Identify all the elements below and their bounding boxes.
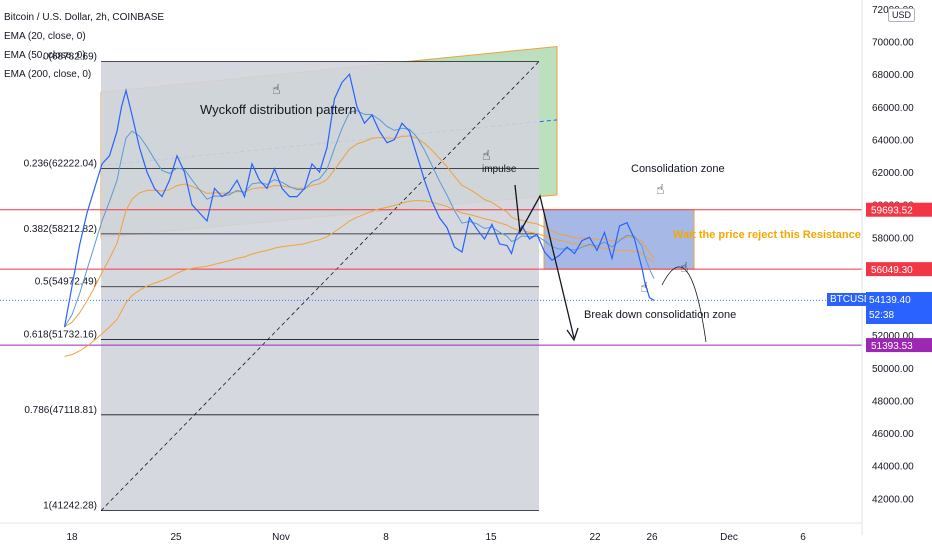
current-price-value: 54139.40 [869, 295, 911, 306]
pointer-hand-icon: ☝ [482, 148, 491, 164]
y-tick-label: 68000.00 [872, 70, 914, 81]
axis-lines [0, 209, 862, 346]
level-badge [866, 338, 932, 353]
pointer-hand-icon: ☝ [272, 82, 281, 98]
y-tick-label: 42000.00 [872, 494, 914, 505]
y-tick-label: 62000.00 [872, 168, 914, 179]
x-tick-label: 18 [66, 532, 78, 543]
x-tick-label: 6 [800, 532, 806, 543]
ema20-line [64, 110, 655, 328]
y-tick-label: 44000.00 [872, 462, 914, 473]
y-tick-label: 52000.00 [872, 331, 914, 342]
level-badge [866, 262, 932, 277]
price-line [63, 72, 655, 328]
x-tick-label: 15 [485, 532, 497, 543]
fib-level-label: 0.786(47118.81) [24, 405, 97, 416]
symbol-price-tag: BTCUSD [827, 293, 875, 306]
fib-zone [101, 61, 539, 511]
x-tick-label: 22 [589, 532, 601, 543]
fibonacci-retracement: 0(68782.69) 0.236(62222.04) 0.382(58212.82… [24, 51, 540, 512]
y-tick-label: 64000.00 [872, 135, 914, 146]
currency-button[interactable]: USD [888, 8, 916, 22]
y-tick-label: 66000.00 [872, 103, 914, 114]
fib-level-label: 0.382(58212.82) [24, 224, 97, 235]
ema200-line [64, 199, 655, 357]
fib-level-label: 0.618(51732.16) [24, 330, 97, 341]
arrow-head [566, 327, 579, 342]
current-price-badge: 54139.40 52:38 [866, 292, 932, 324]
time-axis: 18 25 Nov 8 15 22 26 Dec 6 [0, 522, 862, 543]
wyckoff-label: Wyckoff distribution pattern [200, 102, 356, 117]
x-tick-label: 8 [383, 532, 389, 543]
level-badge-text: 59693.52 [871, 206, 913, 217]
x-tick-label: 25 [170, 532, 182, 543]
ema200-label[interactable]: EMA (200, close, 0) [4, 69, 92, 80]
price-axis: 42000.00 44000.00 46000.00 48000.00 50000.00… [861, 0, 932, 535]
y-tick-label: 50000.00 [872, 364, 914, 375]
y-tick-label: 46000.00 [872, 429, 914, 440]
symbol-title: Bitcoin / U.S. Dollar, 2h, COINBASE [4, 12, 165, 23]
x-tick-label: 26 [646, 532, 658, 543]
y-tick-label: 58000.00 [872, 233, 914, 244]
x-tick-label: Nov [272, 532, 290, 543]
level-badge-text: 56049.30 [871, 265, 913, 276]
price-series [63, 72, 655, 357]
projection-curve [661, 266, 707, 343]
fib-level-label: 0(68782.69) [43, 51, 97, 62]
fib-level-label: 1(41242.28) [43, 501, 97, 512]
level-badge [866, 202, 932, 217]
ema50-line [64, 135, 655, 328]
chart-legend: Bitcoin / U.S. Dollar, 2h, COINBASE EMA … [4, 8, 164, 84]
annotations: Wyckoff distribution pattern impulse Conso… [200, 82, 861, 343]
level-badge-text: 51393.53 [871, 341, 913, 352]
pointer-hand-icon: ☝ [656, 182, 665, 198]
ema20-label[interactable]: EMA (20, close, 0) [4, 31, 86, 42]
y-tick-label: 70000.00 [872, 38, 914, 49]
breakdown-arrow [514, 184, 575, 339]
pointer-hand-icon: ☝ [680, 260, 689, 276]
y-tick-label: 48000.00 [872, 396, 914, 407]
fib-level-label: 0.236(62222.04) [24, 158, 97, 169]
x-tick-label: Dec [720, 532, 738, 543]
consolidation-label: Consolidation zone [631, 163, 725, 175]
pointer-hand-icon: ☝ [640, 280, 649, 296]
resistance-note: Wait the price reject this Resistance [673, 229, 861, 241]
bar-countdown: 52:38 [869, 310, 895, 321]
ema50-label[interactable]: EMA (50, close, 0) [4, 50, 86, 61]
impulse-label: impulse [482, 164, 517, 175]
fib-level-label: 0.5(54972.49) [35, 277, 97, 288]
breakdown-label: Break down consolidation zone [584, 309, 736, 321]
